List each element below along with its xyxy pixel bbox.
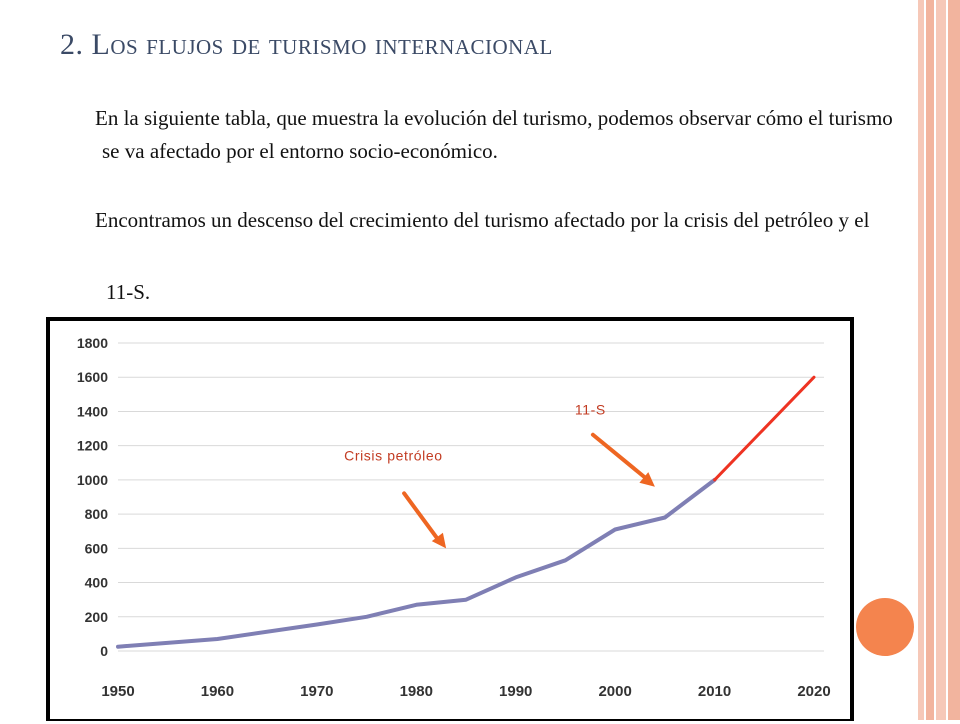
annotation-arrow-head bbox=[639, 472, 655, 487]
tourism-line-chart: 0 200 400 600 800 1000 1200 1400 1600 1800 1950 196… bbox=[77, 335, 831, 700]
annotation-label: Crisis petróleo bbox=[344, 447, 442, 463]
x-tick-label: 1970 bbox=[300, 683, 333, 700]
x-tick-label: 2020 bbox=[797, 683, 830, 700]
chart-frame: 0 200 400 600 800 1000 1200 1400 1600 1800 1950 196… bbox=[46, 317, 854, 721]
x-tick-label: 2000 bbox=[598, 683, 631, 700]
decor-stripe-4 bbox=[948, 0, 960, 720]
decor-stripe-3 bbox=[936, 0, 946, 720]
y-tick-label: 400 bbox=[85, 575, 109, 591]
x-tick-label: 1950 bbox=[101, 683, 134, 700]
y-tick-label: 800 bbox=[85, 506, 109, 522]
y-tick-label: 1400 bbox=[77, 403, 108, 419]
y-tick-label: 600 bbox=[85, 540, 109, 556]
chart-area: 0 200 400 600 800 1000 1200 1400 1600 1800 1950 196… bbox=[50, 321, 850, 719]
y-tick-label: 1800 bbox=[77, 335, 108, 351]
paragraph-2: Encontramos un descenso del crecimiento … bbox=[95, 208, 870, 232]
paragraph-1: En la siguiente tabla, que muestra la ev… bbox=[95, 106, 893, 163]
x-tick-label: 1980 bbox=[400, 683, 433, 700]
annotation-arrow-head bbox=[431, 532, 447, 549]
annotation-arrow-shaft bbox=[590, 432, 651, 483]
y-tick-label: 0 bbox=[100, 643, 108, 659]
series-line-forecast bbox=[713, 375, 816, 482]
x-tick-label: 1990 bbox=[499, 683, 532, 700]
annotation-arrow-shaft bbox=[402, 491, 443, 545]
decor-stripe-2 bbox=[926, 0, 934, 720]
x-tick-label: 2010 bbox=[698, 683, 731, 700]
x-tick-label: 1960 bbox=[201, 683, 234, 700]
y-tick-label: 200 bbox=[85, 609, 109, 625]
slide-title: 2. Los flujos de turismo internacional bbox=[60, 28, 553, 61]
y-tick-label: 1200 bbox=[77, 438, 108, 454]
y-tick-label: 1600 bbox=[77, 369, 108, 385]
decor-stripe-1 bbox=[918, 0, 924, 720]
annotation-label: 11-S bbox=[575, 402, 606, 418]
paragraph-3: 11-S. bbox=[106, 280, 151, 304]
decor-circle bbox=[856, 598, 914, 656]
y-tick-label: 1000 bbox=[77, 472, 108, 488]
series-line-historical bbox=[116, 477, 717, 649]
